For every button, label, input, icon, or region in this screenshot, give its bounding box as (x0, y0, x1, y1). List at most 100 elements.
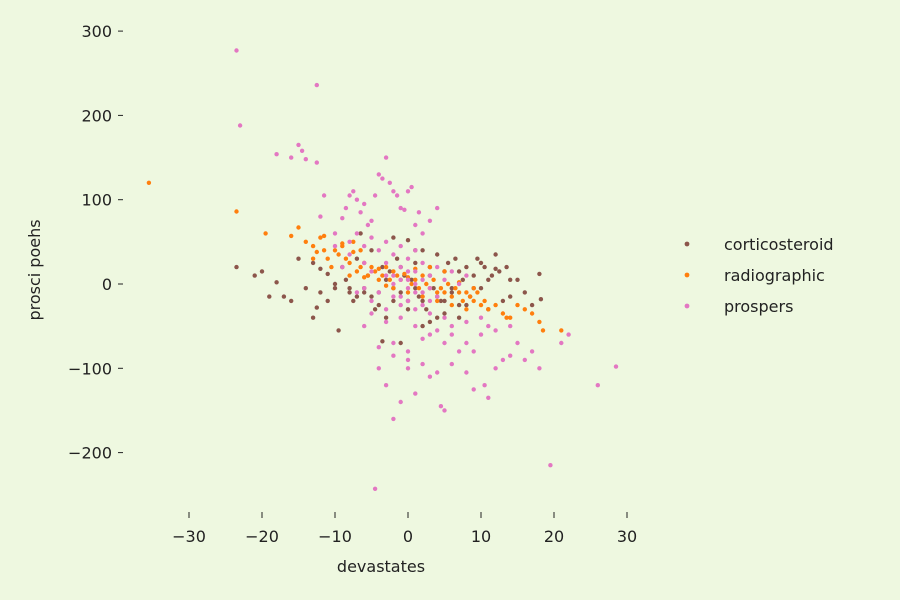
data-point-corticosteroid (405, 307, 411, 312)
data-point-prospers (529, 349, 535, 354)
data-point-radiographic (303, 239, 308, 244)
data-point-radiographic (405, 290, 411, 295)
data-point-prospers (402, 207, 407, 212)
data-point-prospers (383, 155, 389, 160)
data-point-prospers (442, 277, 447, 282)
plot-area (146, 48, 619, 491)
data-point-prospers (274, 152, 279, 157)
data-point-prospers (478, 332, 484, 337)
data-point-prospers (522, 357, 527, 363)
data-point-corticosteroid (351, 298, 356, 304)
data-point-radiographic (540, 328, 546, 333)
data-point-prospers (376, 366, 381, 371)
data-point-corticosteroid (464, 264, 469, 270)
data-point-radiographic (435, 290, 440, 295)
data-point-prospers (362, 260, 367, 266)
data-point-prospers (398, 264, 403, 270)
data-point-prospers (354, 290, 360, 295)
data-point-corticosteroid (372, 307, 378, 312)
data-point-prospers (362, 201, 367, 207)
legend-label: radiographic (724, 266, 825, 285)
data-point-prospers (340, 264, 345, 270)
data-point-prospers (234, 48, 239, 53)
x-tick-label: 20 (544, 527, 564, 546)
data-point-corticosteroid (438, 298, 444, 304)
legend-label: corticosteroid (724, 235, 834, 254)
data-point-corticosteroid (409, 277, 414, 282)
data-point-prospers (354, 231, 360, 236)
data-point-prospers (413, 391, 418, 396)
data-point-prospers (383, 260, 389, 266)
data-point-prospers (391, 353, 396, 358)
data-point-radiographic (391, 286, 396, 291)
data-point-prospers (420, 361, 425, 367)
data-point-prospers (435, 294, 440, 299)
x-tick-label: 10 (471, 527, 491, 546)
data-point-prospers (391, 273, 396, 278)
data-point-corticosteroid (504, 264, 509, 270)
data-point-radiographic (354, 269, 360, 274)
data-point-corticosteroid (383, 315, 389, 320)
data-point-corticosteroid (325, 271, 330, 277)
y-tick-label: −200 (68, 444, 112, 463)
data-point-prospers (391, 281, 396, 287)
data-point-radiographic (504, 315, 509, 320)
data-point-prospers (405, 366, 411, 371)
data-point-corticosteroid (380, 339, 385, 344)
data-point-corticosteroid (464, 302, 469, 308)
data-point-prospers (420, 277, 425, 282)
data-point-prospers (362, 323, 367, 329)
data-point-radiographic (234, 209, 239, 214)
data-point-prospers (354, 197, 360, 202)
data-point-radiographic (442, 290, 447, 295)
data-point-radiographic (365, 273, 371, 278)
data-point-corticosteroid (405, 238, 411, 243)
data-point-radiographic (482, 298, 487, 304)
data-point-corticosteroid (529, 302, 535, 308)
data-point-prospers (508, 323, 513, 329)
data-point-corticosteroid (369, 294, 374, 299)
legend-marker (684, 241, 690, 247)
data-point-prospers (351, 189, 356, 194)
data-point-prospers (369, 269, 374, 274)
data-point-radiographic (420, 294, 425, 299)
data-point-radiographic (296, 225, 301, 230)
data-point-radiographic (383, 283, 389, 288)
data-point-radiographic (347, 260, 352, 266)
data-point-corticosteroid (332, 286, 338, 291)
data-point-prospers (376, 345, 381, 350)
data-point-prospers (413, 323, 418, 329)
data-point-prospers (405, 189, 411, 194)
data-point-prospers (347, 252, 352, 257)
data-point-prospers (427, 218, 433, 223)
data-point-prospers (398, 205, 403, 211)
data-point-radiographic (321, 233, 327, 239)
data-point-prospers (508, 353, 513, 358)
data-point-prospers (237, 123, 243, 128)
data-point-prospers (420, 231, 425, 236)
data-point-prospers (376, 290, 381, 295)
y-tick-label: −100 (68, 359, 112, 378)
data-point-corticosteroid (380, 264, 385, 270)
data-point-radiographic (362, 275, 367, 280)
data-point-corticosteroid (413, 286, 418, 291)
data-point-prospers (369, 298, 374, 304)
data-point-prospers (405, 256, 411, 261)
data-point-prospers (515, 340, 520, 346)
data-point-prospers (449, 332, 454, 337)
data-point-radiographic (464, 290, 469, 295)
data-point-prospers (427, 273, 433, 278)
data-point-corticosteroid (471, 273, 476, 278)
data-point-corticosteroid (391, 298, 396, 304)
data-point-prospers (362, 286, 367, 291)
data-point-radiographic (376, 266, 381, 271)
data-point-corticosteroid (449, 286, 454, 291)
data-point-radiographic (475, 290, 480, 295)
data-point-corticosteroid (354, 256, 360, 261)
data-point-prospers (391, 189, 396, 194)
data-point-corticosteroid (332, 281, 338, 287)
data-point-corticosteroid (387, 269, 392, 274)
data-point-radiographic (372, 269, 378, 274)
data-point-prospers (340, 216, 345, 221)
x-tick-label: −20 (245, 527, 279, 546)
